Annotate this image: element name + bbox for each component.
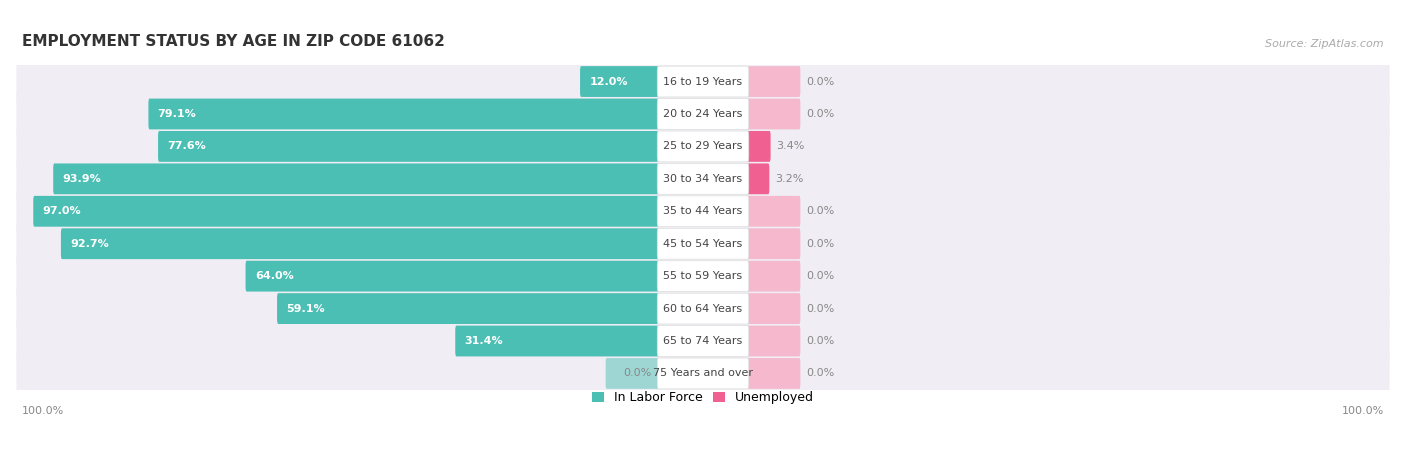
FancyBboxPatch shape xyxy=(34,196,659,227)
FancyBboxPatch shape xyxy=(17,153,1389,204)
Text: 79.1%: 79.1% xyxy=(157,109,197,119)
FancyBboxPatch shape xyxy=(657,293,749,324)
Text: 0.0%: 0.0% xyxy=(806,76,834,86)
Text: 0.0%: 0.0% xyxy=(806,271,834,281)
FancyBboxPatch shape xyxy=(657,326,749,356)
Text: 55 to 59 Years: 55 to 59 Years xyxy=(664,271,742,281)
Text: 77.6%: 77.6% xyxy=(167,141,207,151)
FancyBboxPatch shape xyxy=(657,163,749,194)
FancyBboxPatch shape xyxy=(747,131,770,162)
FancyBboxPatch shape xyxy=(747,228,800,259)
Text: 45 to 54 Years: 45 to 54 Years xyxy=(664,238,742,249)
Legend: In Labor Force, Unemployed: In Labor Force, Unemployed xyxy=(586,387,820,410)
Text: 0.0%: 0.0% xyxy=(806,206,834,216)
Text: 100.0%: 100.0% xyxy=(22,406,65,416)
FancyBboxPatch shape xyxy=(17,56,1389,107)
Text: 100.0%: 100.0% xyxy=(1341,406,1384,416)
FancyBboxPatch shape xyxy=(53,163,659,194)
Text: 20 to 24 Years: 20 to 24 Years xyxy=(664,109,742,119)
Text: EMPLOYMENT STATUS BY AGE IN ZIP CODE 61062: EMPLOYMENT STATUS BY AGE IN ZIP CODE 610… xyxy=(22,34,444,49)
FancyBboxPatch shape xyxy=(657,228,749,259)
FancyBboxPatch shape xyxy=(17,316,1389,366)
FancyBboxPatch shape xyxy=(17,284,1389,334)
Text: 0.0%: 0.0% xyxy=(623,369,651,378)
Text: 65 to 74 Years: 65 to 74 Years xyxy=(664,336,742,346)
FancyBboxPatch shape xyxy=(246,261,659,292)
FancyBboxPatch shape xyxy=(747,261,800,292)
Text: 75 Years and over: 75 Years and over xyxy=(652,369,754,378)
Text: 60 to 64 Years: 60 to 64 Years xyxy=(664,304,742,314)
Text: 35 to 44 Years: 35 to 44 Years xyxy=(664,206,742,216)
Text: 0.0%: 0.0% xyxy=(806,336,834,346)
Text: 0.0%: 0.0% xyxy=(806,238,834,249)
FancyBboxPatch shape xyxy=(149,99,659,130)
Text: Source: ZipAtlas.com: Source: ZipAtlas.com xyxy=(1265,39,1384,49)
FancyBboxPatch shape xyxy=(277,293,659,324)
FancyBboxPatch shape xyxy=(657,99,749,130)
Text: 0.0%: 0.0% xyxy=(806,109,834,119)
FancyBboxPatch shape xyxy=(747,293,800,324)
FancyBboxPatch shape xyxy=(747,358,800,389)
Text: 16 to 19 Years: 16 to 19 Years xyxy=(664,76,742,86)
FancyBboxPatch shape xyxy=(17,348,1389,399)
FancyBboxPatch shape xyxy=(657,261,749,292)
Text: 0.0%: 0.0% xyxy=(806,369,834,378)
FancyBboxPatch shape xyxy=(60,228,659,259)
Text: 3.4%: 3.4% xyxy=(776,141,804,151)
Text: 3.2%: 3.2% xyxy=(775,174,804,184)
Text: 30 to 34 Years: 30 to 34 Years xyxy=(664,174,742,184)
Text: 93.9%: 93.9% xyxy=(62,174,101,184)
FancyBboxPatch shape xyxy=(657,131,749,162)
FancyBboxPatch shape xyxy=(157,131,659,162)
FancyBboxPatch shape xyxy=(606,358,659,389)
Text: 64.0%: 64.0% xyxy=(254,271,294,281)
FancyBboxPatch shape xyxy=(657,196,749,227)
Text: 59.1%: 59.1% xyxy=(287,304,325,314)
FancyBboxPatch shape xyxy=(17,89,1389,140)
FancyBboxPatch shape xyxy=(747,66,800,97)
FancyBboxPatch shape xyxy=(17,251,1389,302)
Text: 0.0%: 0.0% xyxy=(806,304,834,314)
Text: 31.4%: 31.4% xyxy=(464,336,503,346)
Text: 97.0%: 97.0% xyxy=(42,206,82,216)
FancyBboxPatch shape xyxy=(17,121,1389,172)
FancyBboxPatch shape xyxy=(747,99,800,130)
FancyBboxPatch shape xyxy=(657,66,749,97)
FancyBboxPatch shape xyxy=(657,358,749,389)
Text: 92.7%: 92.7% xyxy=(70,238,110,249)
FancyBboxPatch shape xyxy=(456,326,659,356)
FancyBboxPatch shape xyxy=(17,186,1389,237)
Text: 25 to 29 Years: 25 to 29 Years xyxy=(664,141,742,151)
FancyBboxPatch shape xyxy=(747,196,800,227)
Text: 12.0%: 12.0% xyxy=(589,76,628,86)
FancyBboxPatch shape xyxy=(17,218,1389,269)
FancyBboxPatch shape xyxy=(747,163,769,194)
FancyBboxPatch shape xyxy=(747,326,800,356)
FancyBboxPatch shape xyxy=(581,66,659,97)
